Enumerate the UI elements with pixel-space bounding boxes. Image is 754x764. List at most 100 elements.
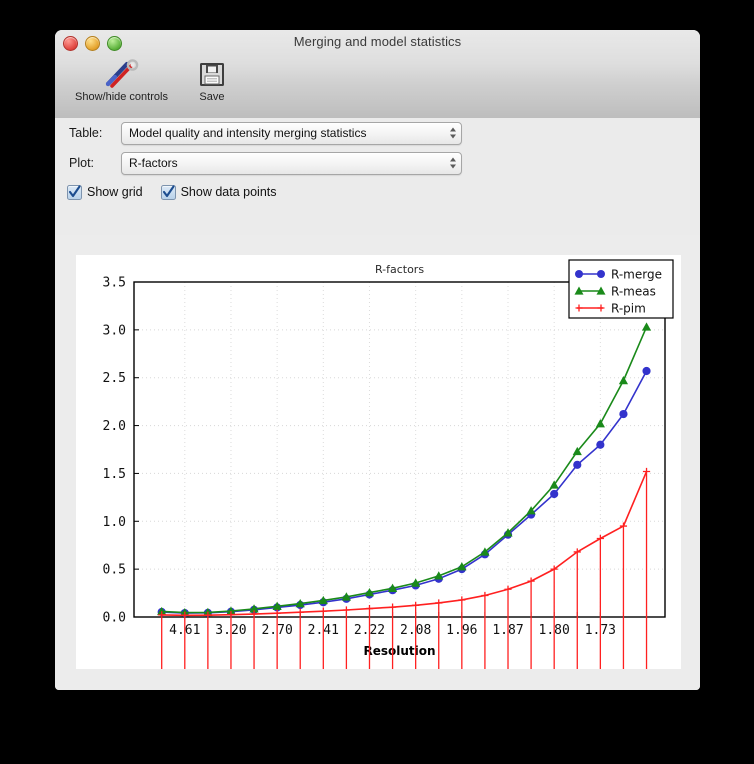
legend-marker <box>574 286 584 295</box>
data-point <box>503 528 513 537</box>
plot-label: Plot: <box>69 156 95 170</box>
y-tick-label: 1.0 <box>103 515 126 530</box>
chart-title: R-factors <box>375 263 424 276</box>
data-point <box>549 480 559 489</box>
y-tick-label: 0.5 <box>103 563 126 578</box>
data-point <box>527 577 535 669</box>
data-point <box>526 506 536 515</box>
plot-row: Plot: R-factors <box>55 148 700 178</box>
checkbox-box <box>160 184 176 200</box>
controls-panel: Table: Model quality and intensity mergi… <box>55 118 700 236</box>
plot-canvas[interactable]: R-factors0.00.51.01.52.02.53.03.54.613.2… <box>75 254 682 670</box>
data-point <box>388 603 397 669</box>
window-chrome: Merging and model statistics <box>55 30 700 119</box>
show-grid-checkbox[interactable]: Show grid <box>67 184 143 200</box>
data-point <box>618 375 629 385</box>
data-point <box>596 534 604 669</box>
show-hide-controls-button[interactable]: Show/hide controls <box>69 57 174 103</box>
data-point <box>365 604 374 669</box>
data-point <box>249 604 259 613</box>
save-button[interactable]: Save <box>174 57 250 103</box>
table-select[interactable]: Model quality and intensity merging stat… <box>121 121 462 145</box>
data-point <box>550 565 558 669</box>
table-row: Table: Model quality and intensity mergi… <box>55 118 700 148</box>
data-point <box>595 419 605 428</box>
data-point <box>641 322 652 331</box>
zoom-button[interactable] <box>107 36 122 51</box>
data-point <box>411 578 421 587</box>
data-point <box>434 571 444 580</box>
data-point <box>364 587 375 597</box>
app-window: Merging and model statistics <box>55 30 700 690</box>
checkbox-row: Show grid Show data points <box>55 178 700 206</box>
show-data-points-checkbox[interactable]: Show data points <box>160 184 277 200</box>
data-point <box>181 611 189 669</box>
plot-frame <box>133 281 666 618</box>
checkbox-box <box>67 184 82 200</box>
series-r-pim <box>158 467 651 669</box>
data-point <box>204 611 212 669</box>
legend-label: R-meas <box>611 285 656 299</box>
data-point <box>158 611 166 669</box>
plot-select[interactable]: R-factors <box>121 151 462 175</box>
data-point <box>550 489 559 499</box>
chart-legend: R-merge R-meas R-pim <box>568 259 674 319</box>
data-point <box>642 366 651 376</box>
data-point <box>250 610 258 669</box>
data-point <box>226 606 236 615</box>
data-point <box>272 601 282 610</box>
table-label: Table: <box>69 126 103 140</box>
data-point <box>573 548 581 669</box>
data-point <box>227 611 235 669</box>
series-line <box>161 370 648 614</box>
data-point <box>619 409 628 419</box>
floppy-disk-save-icon <box>197 59 227 89</box>
stepper-arrows-icon <box>450 157 456 169</box>
traffic-light-group <box>63 36 122 51</box>
data-point <box>642 467 651 669</box>
data-point <box>481 591 489 669</box>
data-point <box>412 601 420 669</box>
data-point <box>342 606 350 669</box>
legend-marker <box>597 304 605 312</box>
y-tick-label: 2.0 <box>103 419 126 434</box>
series-line <box>161 471 648 617</box>
show-hide-controls-label: Show/hide controls <box>75 91 168 103</box>
data-point <box>619 522 628 669</box>
table-select-value: Model quality and intensity merging stat… <box>129 126 367 140</box>
legend-marker <box>575 270 583 278</box>
y-tick-label: 3.5 <box>103 276 126 291</box>
show-data-points-label: Show data points <box>180 185 277 199</box>
close-button[interactable] <box>63 36 78 51</box>
data-point <box>273 609 281 669</box>
legend-marker <box>597 270 605 278</box>
data-point <box>596 440 605 449</box>
legend-label: R-pim <box>611 302 646 316</box>
r-factors-chart: R-factors0.00.51.01.52.02.53.03.54.613.2… <box>103 259 674 669</box>
data-point <box>319 607 327 669</box>
checkmark-icon <box>68 184 81 197</box>
data-point <box>295 599 305 608</box>
y-tick-label: 2.5 <box>103 371 126 386</box>
show-grid-label: Show grid <box>87 185 143 199</box>
plot-select-value: R-factors <box>129 156 178 170</box>
toolbar: Show/hide controls <box>55 57 700 118</box>
data-point <box>480 547 490 556</box>
window-titlebar[interactable]: Merging and model statistics <box>55 30 700 57</box>
y-tick-label: 0.0 <box>103 611 126 626</box>
data-point <box>387 583 398 592</box>
checkmark-icon <box>162 184 175 197</box>
data-point <box>573 460 582 469</box>
save-label: Save <box>199 91 225 103</box>
data-point <box>157 606 167 616</box>
data-point <box>504 585 512 669</box>
legend-label: R-merge <box>611 268 662 282</box>
data-point <box>296 608 304 669</box>
minimize-button[interactable] <box>85 36 100 51</box>
series-line <box>161 326 648 614</box>
tools-icon <box>101 59 141 89</box>
data-point <box>572 446 582 456</box>
x-axis-label: Resolution <box>363 644 435 658</box>
data-point <box>341 592 351 601</box>
